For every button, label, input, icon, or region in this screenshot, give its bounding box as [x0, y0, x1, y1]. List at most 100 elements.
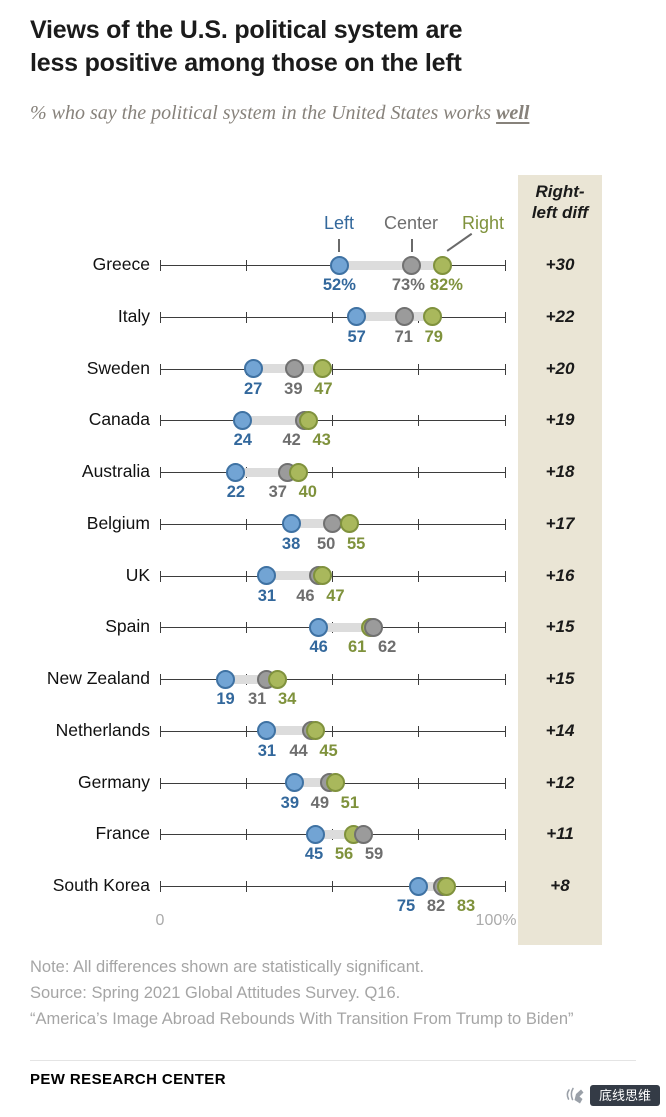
- row-axis-tick: [504, 725, 506, 737]
- right-dot: [305, 721, 325, 741]
- footer-divider: [30, 1060, 636, 1061]
- left-value-label: 27: [243, 379, 263, 398]
- row-axis-tick: [332, 674, 333, 685]
- right-dot: [288, 462, 308, 482]
- left-dot: [233, 410, 253, 430]
- row-axis-tick: [245, 518, 247, 530]
- row-axis-tick: [418, 725, 420, 737]
- row-axis-tick: [159, 467, 161, 478]
- right-value-label: 51: [340, 793, 360, 812]
- right-value-label: 56: [334, 845, 354, 864]
- connector-bar: [315, 829, 364, 839]
- row-axis-tick: [159, 622, 161, 634]
- left-value-label: 75: [396, 897, 416, 915]
- row-axis-tick: [418, 622, 420, 634]
- watermark-badge: 底线思维: [589, 1085, 660, 1106]
- left-value-label: 57: [347, 327, 366, 346]
- subtitle-emphasis: well: [496, 102, 530, 124]
- row-axis-tick: [504, 881, 506, 892]
- row-axis-tick: [418, 363, 420, 375]
- row-axis-tick: [504, 829, 506, 841]
- row-axis-tick: [159, 777, 161, 789]
- right-value-label: 40: [298, 483, 317, 501]
- legend-center-pointer: [411, 239, 413, 252]
- center-value-label: 82: [426, 897, 446, 915]
- row-axis-tick: [159, 725, 161, 737]
- center-dot: [285, 359, 305, 378]
- left-value-label: 31: [257, 586, 277, 605]
- left-value-label: 19: [216, 690, 235, 708]
- row-axis-tick: [159, 363, 161, 375]
- connector-bar: [418, 881, 447, 891]
- connector-bar: [235, 467, 298, 477]
- diff-value: +15: [545, 617, 575, 637]
- row-axis-tick: [504, 622, 506, 634]
- brand-label: PEW RESEARCH CENTER: [30, 1071, 226, 1088]
- center-value-label: 50: [316, 534, 336, 553]
- row-axis-tick: [245, 881, 247, 892]
- row-axis-tick: [245, 260, 247, 271]
- row-axis-tick: [245, 777, 247, 789]
- left-dot: [257, 566, 277, 585]
- center-value-label: 31: [247, 690, 267, 708]
- row-axis-tick: [504, 363, 506, 375]
- diff-value: +15: [545, 669, 575, 688]
- center-value-label: 42: [282, 431, 301, 450]
- connector-bar: [339, 260, 443, 270]
- left-value-label: 39: [280, 793, 300, 812]
- axis-min-label: 0: [155, 912, 165, 929]
- country-label: Sweden: [86, 357, 150, 378]
- right-dot: [312, 359, 332, 378]
- row-axis-tick: [245, 570, 247, 582]
- row-axis-tick: [245, 622, 247, 634]
- row-axis-tick: [504, 415, 506, 427]
- row-axis-tick: [418, 415, 420, 427]
- row-axis-tick: [418, 518, 420, 530]
- center-value-label: 73%: [391, 276, 425, 294]
- subtitle-text: % who say the political system in the Un…: [30, 102, 497, 124]
- row-axis-tick: [245, 311, 247, 323]
- connector-bar: [266, 726, 316, 736]
- right-dot: [298, 410, 318, 430]
- left-dot: [409, 876, 429, 896]
- country-label: New Zealand: [46, 668, 150, 688]
- connector-bar: [294, 778, 336, 787]
- right-dot: [326, 773, 346, 792]
- row-axis-tick: [418, 674, 420, 685]
- row-axis-tick: [504, 311, 506, 323]
- diff-column-background: [518, 175, 602, 945]
- legend-left-pointer: [338, 239, 340, 252]
- row-axis-tick: [245, 829, 247, 841]
- diff-header-line-1: Right-: [535, 182, 585, 201]
- left-dot: [329, 255, 349, 275]
- right-value-label: 34: [277, 690, 297, 708]
- right-value-label: 79: [424, 327, 443, 346]
- row-axis-tick: [245, 725, 247, 737]
- left-value-label: 31: [257, 741, 277, 760]
- right-value-label: 61: [347, 638, 367, 657]
- row-axis-tick: [332, 415, 333, 427]
- center-value-label: 49: [310, 793, 330, 812]
- legend-center: Center: [383, 213, 439, 233]
- country-label: UK: [125, 564, 150, 585]
- center-dot: [354, 824, 374, 844]
- diff-value: +20: [545, 358, 575, 378]
- left-dot: [226, 462, 246, 482]
- center-value-label: 37: [268, 483, 287, 501]
- legend-left: Left: [323, 213, 355, 233]
- row-axis-tick: [504, 518, 506, 530]
- legend-right: Right: [461, 213, 505, 233]
- connector-bar: [318, 622, 374, 632]
- diff-value: +19: [545, 410, 575, 430]
- connector-bar: [356, 312, 433, 322]
- row-axis-tick: [332, 311, 333, 323]
- country-label: Germany: [78, 771, 150, 792]
- connector-bar: [291, 519, 350, 529]
- left-value-label: 22: [226, 483, 246, 501]
- diff-value: +16: [545, 565, 575, 585]
- note-line: Note: All differences shown are statisti…: [30, 958, 425, 976]
- diff-value: +11: [546, 824, 574, 844]
- right-dot: [423, 307, 443, 327]
- center-value-label: 71: [394, 327, 413, 346]
- left-value-label: 45: [304, 845, 324, 864]
